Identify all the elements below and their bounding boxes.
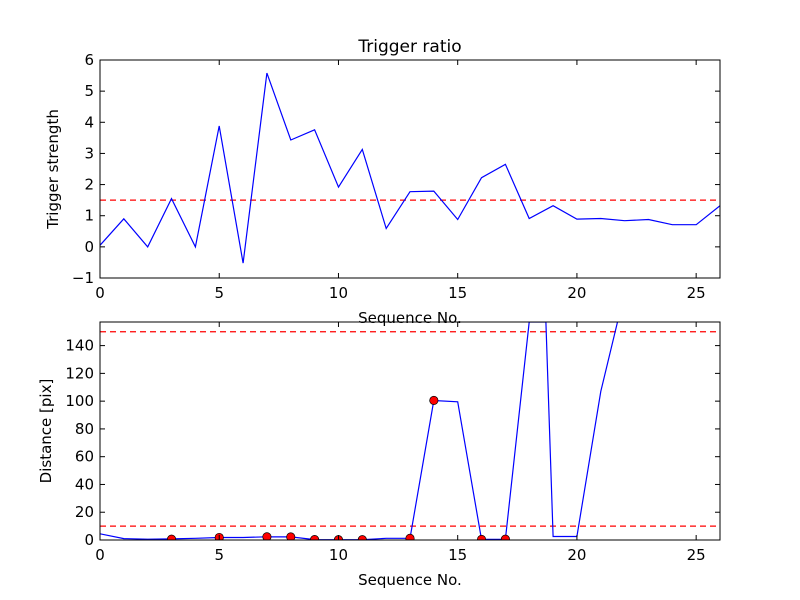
y-tick-label: 100: [65, 392, 94, 410]
plot-frame: [99, 59, 721, 279]
data-point-marker: [286, 532, 296, 540]
x-tick-label: 25: [687, 284, 706, 302]
data-point-marker: [429, 395, 439, 406]
chart-title: Trigger ratio: [357, 37, 461, 57]
y-tick-label: 60: [75, 448, 94, 466]
data-point-marker: [405, 533, 415, 540]
x-tick-label: 0: [95, 546, 105, 564]
y-tick-label: 1: [84, 207, 94, 225]
y-tick-labels: −1 0 1 2 3 4 5 6: [72, 51, 720, 287]
x-tick-label: 15: [448, 546, 467, 564]
y-tick-label: 0: [84, 531, 94, 549]
y-tick-label: 5: [84, 82, 94, 100]
series-line: [100, 72, 720, 264]
x-tick-label: 5: [214, 284, 224, 302]
y-tick-label: 40: [75, 475, 94, 493]
y-tick-label: 80: [75, 420, 94, 438]
plot-frame: [99, 321, 721, 541]
data-point-marker: [500, 534, 510, 540]
y-tick-label: 3: [84, 144, 94, 162]
y-axis-label: Trigger strength: [44, 109, 62, 230]
y-tick-label: 4: [84, 113, 94, 131]
distance-chart: 0 5 10 15 20 25 0 20 40 60 80 100 120 140 Sequence N…: [37, 321, 721, 589]
y-tick-label: 2: [84, 176, 94, 194]
x-tick-label: 15: [448, 284, 467, 302]
x-tick-label: 10: [329, 284, 348, 302]
y-axis-label: Distance [pix]: [37, 379, 55, 484]
x-axis-label: Sequence No.: [358, 309, 462, 327]
x-tick-label: 25: [687, 546, 706, 564]
y-tick-label: 140: [65, 337, 94, 355]
x-tick-label: 5: [214, 546, 224, 564]
y-tick-label: 6: [84, 51, 94, 69]
plot-area: [99, 321, 721, 541]
y-tick-label: −1: [72, 269, 94, 287]
series-line: [100, 322, 619, 540]
x-tick-label: 20: [567, 284, 586, 302]
x-tick-labels: 0 5 10 15 20 25: [95, 60, 706, 302]
y-tick-label: 20: [75, 503, 94, 521]
x-tick-label: 0: [95, 284, 105, 302]
data-point-marker: [262, 532, 272, 540]
x-axis-label: Sequence No.: [358, 571, 462, 589]
data-point-marker: [166, 534, 177, 540]
y-tick-label: 0: [84, 238, 94, 256]
data-point-marker: [476, 534, 487, 540]
plot-area: [99, 59, 721, 279]
x-tick-labels: 0 5 10 15 20 25: [95, 322, 706, 564]
x-tick-label: 10: [329, 546, 348, 564]
y-tick-label: 120: [65, 364, 94, 382]
y-tick-labels: 0 20 40 60 80 100 120 140: [65, 337, 720, 549]
x-tick-label: 20: [567, 546, 586, 564]
